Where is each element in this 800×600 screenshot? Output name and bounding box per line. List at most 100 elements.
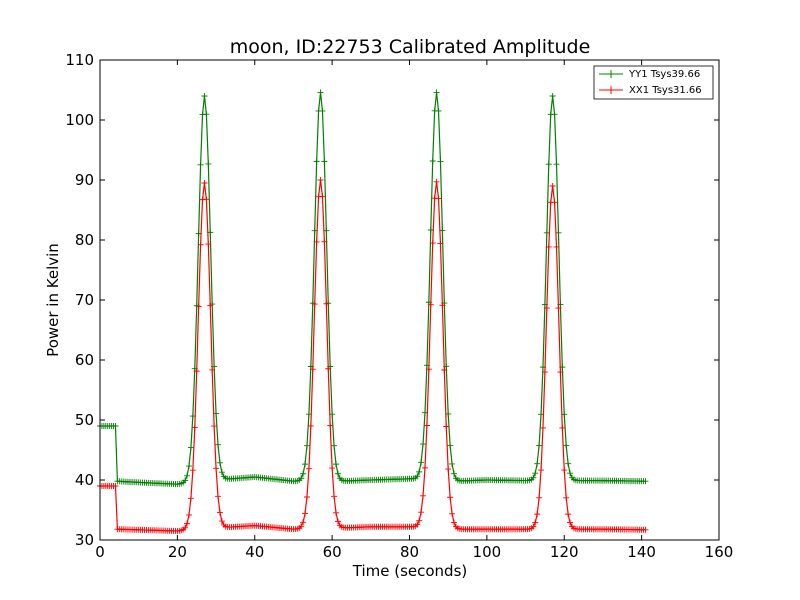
data-point bbox=[530, 523, 537, 530]
data-point bbox=[313, 158, 320, 165]
data-point bbox=[189, 467, 196, 474]
x-tick-label: 160 bbox=[705, 543, 734, 561]
data-point bbox=[449, 460, 456, 467]
y-tick-label: 50 bbox=[75, 411, 94, 429]
data-point bbox=[439, 302, 446, 309]
data-point bbox=[447, 442, 454, 449]
y-tick-label: 30 bbox=[75, 531, 94, 549]
data-point bbox=[323, 300, 330, 307]
data-point bbox=[302, 510, 309, 517]
data-point bbox=[300, 470, 307, 477]
series-1 bbox=[97, 177, 649, 534]
data-point bbox=[565, 511, 572, 518]
legend-box bbox=[593, 65, 714, 100]
data-point bbox=[642, 526, 649, 533]
data-point bbox=[298, 475, 305, 482]
data-point bbox=[201, 180, 208, 186]
data-point bbox=[450, 519, 457, 526]
data-point bbox=[553, 161, 560, 168]
data-point bbox=[642, 478, 649, 485]
data-point bbox=[545, 161, 552, 168]
data-point bbox=[329, 465, 336, 472]
data-point bbox=[303, 493, 310, 500]
data-point bbox=[416, 517, 423, 524]
data-point bbox=[557, 369, 564, 376]
x-tick-label: 40 bbox=[245, 543, 264, 561]
data-point bbox=[317, 89, 324, 96]
data-point bbox=[418, 509, 425, 516]
data-point bbox=[195, 303, 202, 310]
data-point bbox=[112, 483, 119, 489]
data-point bbox=[201, 93, 208, 99]
data-point bbox=[319, 193, 326, 200]
data-point bbox=[209, 366, 216, 373]
y-tick-label: 60 bbox=[75, 351, 94, 369]
data-point bbox=[185, 463, 192, 470]
data-point bbox=[321, 238, 328, 245]
data-point bbox=[205, 241, 212, 248]
data-point bbox=[441, 367, 448, 374]
data-point bbox=[197, 161, 204, 168]
data-point bbox=[555, 305, 562, 312]
data-point bbox=[563, 494, 570, 501]
data-point bbox=[302, 461, 309, 468]
y-axis-label: Power in Kelvin bbox=[44, 243, 62, 357]
data-point bbox=[539, 424, 546, 431]
x-tick-label: 20 bbox=[168, 543, 187, 561]
data-point bbox=[435, 107, 442, 114]
data-point bbox=[443, 423, 450, 430]
data-point bbox=[534, 460, 541, 467]
x-tick-label: 140 bbox=[627, 543, 656, 561]
y-tick-label: 110 bbox=[65, 51, 94, 69]
data-point bbox=[433, 89, 440, 96]
data-point bbox=[549, 183, 556, 189]
data-point bbox=[435, 195, 442, 202]
data-point bbox=[427, 301, 434, 308]
data-point bbox=[187, 444, 194, 451]
data-point bbox=[538, 467, 545, 474]
data-point bbox=[449, 510, 456, 517]
data-point bbox=[332, 461, 339, 468]
data-point bbox=[420, 492, 427, 499]
data-point bbox=[182, 524, 189, 531]
data-point bbox=[317, 177, 324, 183]
data-point bbox=[197, 241, 204, 248]
data-point bbox=[416, 468, 423, 475]
data-point bbox=[536, 442, 543, 449]
data-point bbox=[193, 368, 200, 375]
axis-ticks: 0 20 40 60 80 100 120 140 160 30 40 50 60 70 80 90 100 11… bbox=[65, 51, 733, 561]
data-point bbox=[543, 305, 550, 312]
data-point bbox=[327, 422, 334, 429]
data-point bbox=[530, 474, 537, 481]
data-point bbox=[429, 240, 436, 247]
data-point bbox=[532, 519, 539, 526]
data-point bbox=[213, 465, 220, 472]
data-point bbox=[218, 518, 225, 525]
legend-label-xx1: XX1 Tsys31.66 bbox=[629, 85, 702, 96]
data-point bbox=[203, 196, 210, 203]
data-point bbox=[211, 423, 218, 430]
data-point bbox=[423, 422, 430, 429]
y-tick-label: 100 bbox=[65, 111, 94, 129]
data-point bbox=[191, 424, 198, 431]
data-point bbox=[207, 302, 214, 309]
data-point bbox=[307, 422, 314, 429]
data-point bbox=[541, 369, 548, 376]
data-point bbox=[532, 470, 539, 477]
y-tick-label: 70 bbox=[75, 291, 94, 309]
data-point bbox=[203, 111, 210, 118]
data-point bbox=[559, 424, 566, 431]
legend-marker-yy1: + bbox=[606, 67, 616, 81]
y-tick-label: 90 bbox=[75, 171, 94, 189]
data-point bbox=[551, 199, 558, 206]
data-point bbox=[184, 520, 191, 527]
data-point bbox=[450, 470, 457, 477]
data-point bbox=[325, 365, 332, 372]
data-point bbox=[319, 107, 326, 114]
data-point bbox=[429, 158, 436, 165]
data-point bbox=[182, 477, 189, 484]
x-tick-label: 100 bbox=[473, 543, 502, 561]
data-point bbox=[331, 442, 338, 449]
data-point bbox=[216, 509, 223, 516]
